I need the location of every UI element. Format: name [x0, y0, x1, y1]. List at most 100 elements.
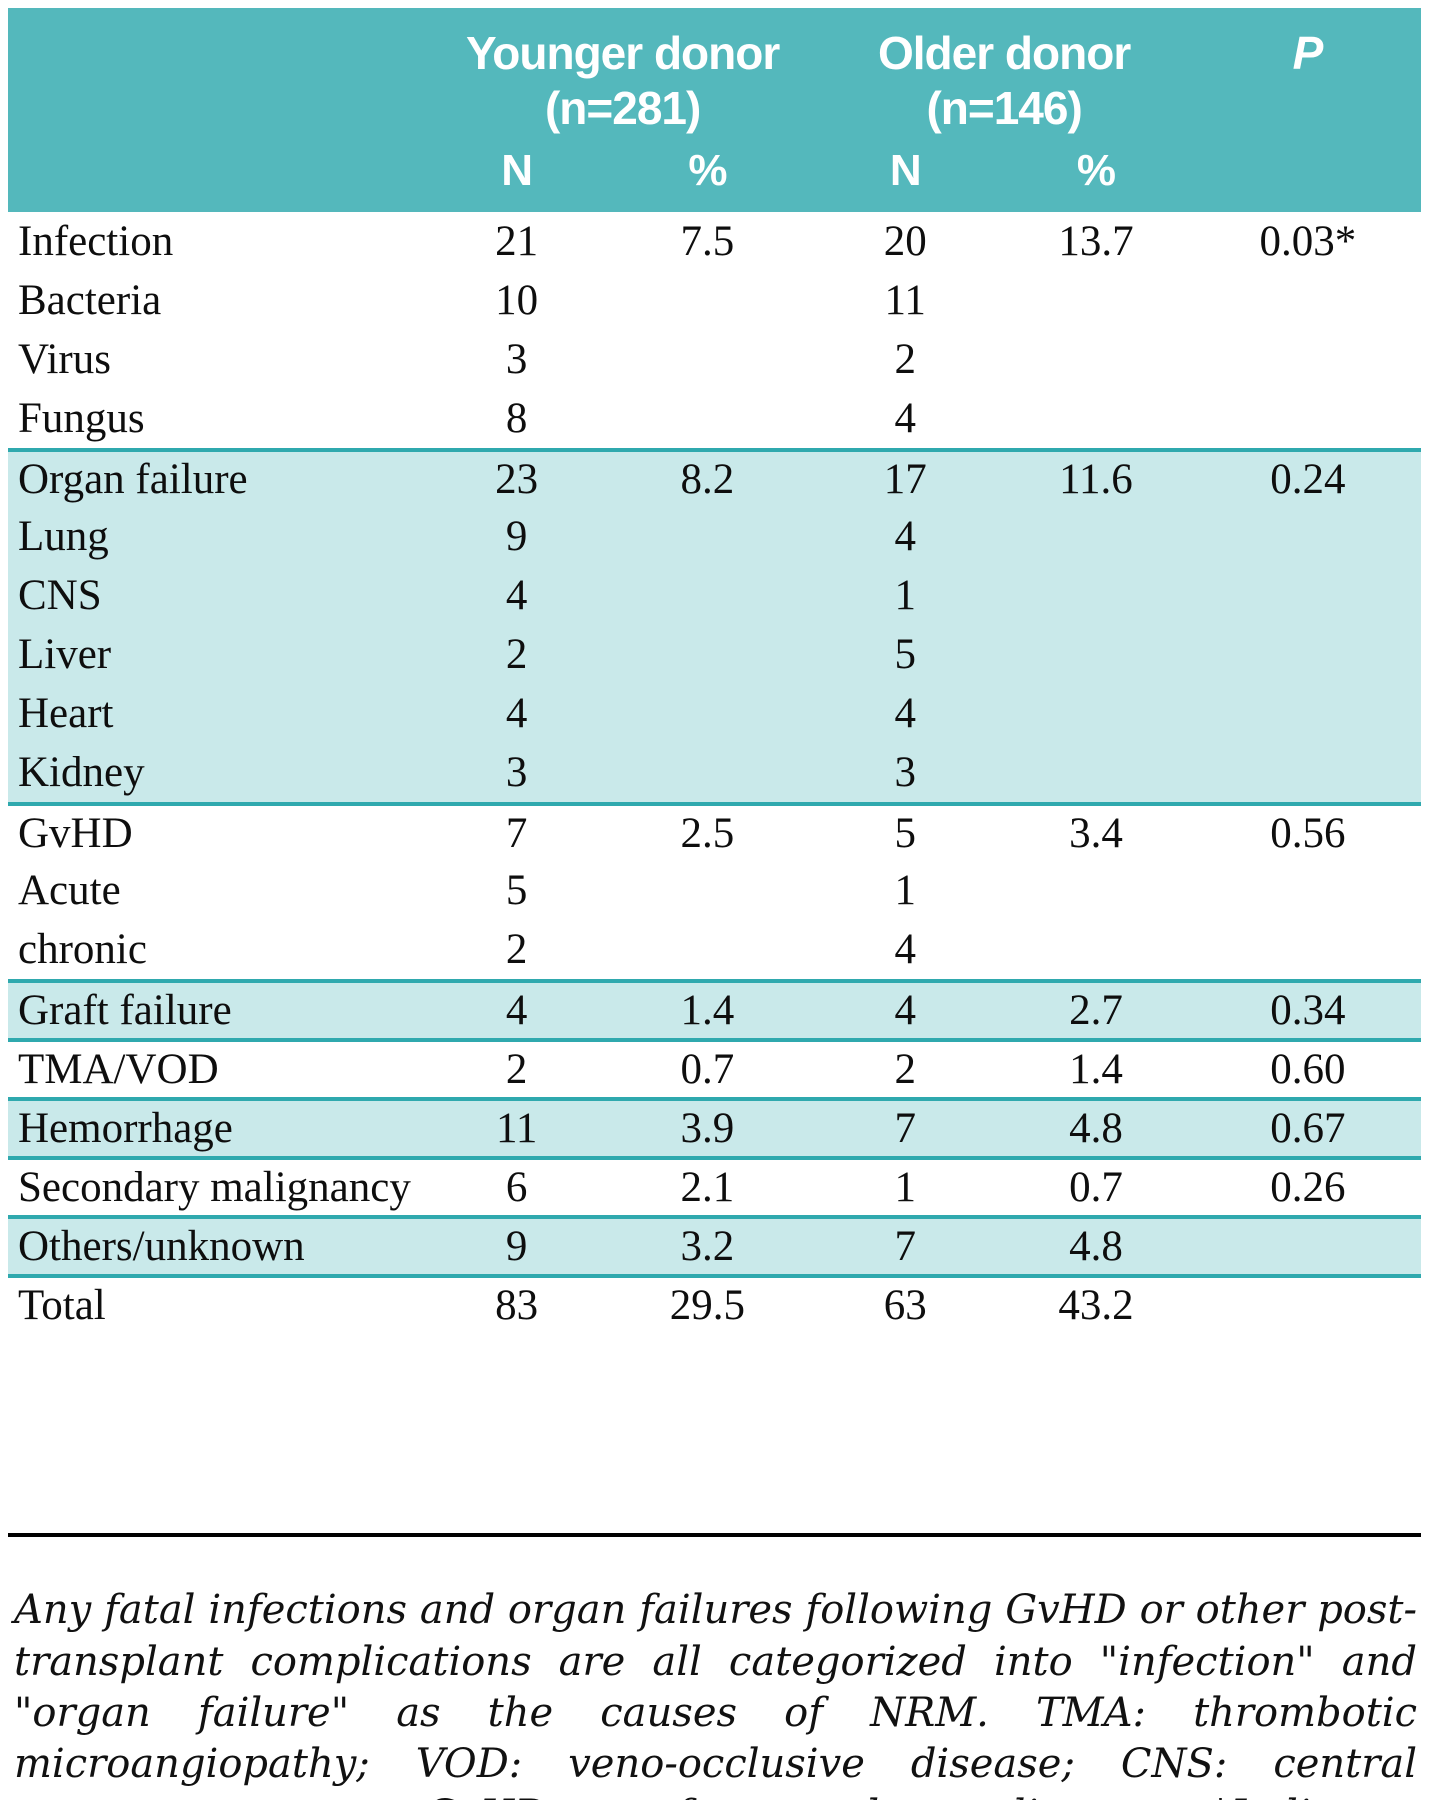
table-row: Others/unknown 9 3.2 7 4.8: [8, 1215, 1421, 1275]
row-value: 17: [883, 456, 927, 504]
older-donor-n: (n=146): [926, 82, 1082, 135]
row-value: 4: [894, 926, 916, 974]
row-value: 0.7: [680, 1046, 735, 1094]
row-value: 3.9: [680, 1105, 735, 1153]
p-col-spacer: [1195, 146, 1421, 196]
row-value: 1: [894, 1164, 916, 1212]
table-row: Infection 21 7.5 20 13.7 0.03*: [8, 212, 1421, 271]
row-value: 5: [894, 631, 916, 679]
row-label: Liver: [18, 631, 112, 679]
row-label: GvHD: [18, 810, 133, 858]
row-label: Hemorrhage: [18, 1105, 233, 1153]
table-row: Kidney 3 3: [8, 743, 1421, 803]
row-value: 2.1: [680, 1164, 735, 1212]
table-row: Liver 2 5: [8, 625, 1421, 685]
row-value: 0.60: [1270, 1046, 1346, 1094]
row-value: 4: [894, 690, 916, 738]
table-row: Bacteria 10 11: [8, 271, 1421, 330]
table-row: chronic 2 4: [8, 920, 1421, 979]
row-value: 3.4: [1069, 810, 1123, 858]
older-pct-col-header: %: [1076, 146, 1116, 196]
younger-donor-n: (n=281): [544, 82, 701, 135]
younger-pct-col-header: %: [688, 146, 727, 196]
row-value: 2: [894, 336, 916, 384]
row-value: 5: [894, 810, 916, 858]
table-row: Fungus 8 4: [8, 389, 1421, 448]
table-row: Acute 5 1: [8, 861, 1421, 920]
row-value: 0.34: [1270, 987, 1346, 1035]
row-value: 8.2: [680, 456, 735, 504]
row-value: 43.2: [1058, 1282, 1134, 1330]
row-label: Secondary malignancy: [18, 1164, 411, 1212]
row-label: TMA/VOD: [18, 1046, 219, 1094]
row-value: 4: [505, 572, 528, 620]
row-value: 1: [894, 867, 916, 915]
row-value: 5: [505, 867, 528, 915]
table-row: CNS 4 1: [8, 566, 1421, 626]
row-value: 7: [894, 1223, 916, 1271]
older-n-col-header: N: [889, 146, 922, 196]
older-donor-header: Older donor (n=146): [813, 26, 1195, 136]
row-value: 0.24: [1270, 456, 1346, 504]
table-row: Hemorrhage 11 3.9 7 4.8 0.67: [8, 1097, 1421, 1157]
row-value: 0.03*: [1259, 218, 1357, 266]
table-row: Heart 4 4: [8, 684, 1421, 744]
row-label: Fungus: [18, 395, 145, 443]
table-row: Organ failure 23 8.2 17 11.6 0.24: [8, 448, 1421, 508]
row-value: 4.8: [1069, 1105, 1123, 1153]
table-header: Younger donor (n=281) Older donor (n=146…: [8, 8, 1421, 213]
row-value: 4: [894, 513, 916, 561]
row-label: Others/unknown: [18, 1223, 305, 1271]
row-value: 11: [495, 1105, 538, 1153]
row-value: 4: [505, 987, 528, 1035]
row-label: Total: [18, 1282, 106, 1330]
older-donor-title: Older donor: [878, 27, 1131, 79]
row-value: 2: [505, 926, 528, 974]
row-label: Infection: [18, 218, 174, 266]
row-value: 0.67: [1270, 1105, 1346, 1153]
row-value: 1.4: [680, 987, 735, 1035]
row-value: 2: [894, 1046, 916, 1094]
row-value: 0.56: [1270, 810, 1346, 858]
row-value: 9: [505, 1223, 528, 1271]
row-value: 83: [495, 1282, 539, 1330]
row-value: 2: [505, 1046, 528, 1094]
row-value: 11: [884, 277, 926, 325]
row-value: 4: [894, 395, 916, 443]
table-footnote: Any fatal infections and organ failures …: [14, 1587, 1417, 1800]
row-label: CNS: [18, 572, 102, 620]
row-label: Bacteria: [18, 277, 162, 325]
row-value: 7: [894, 1105, 916, 1153]
row-value: 0.26: [1270, 1164, 1346, 1212]
row-value: 63: [883, 1282, 927, 1330]
row-label: Acute: [18, 867, 121, 915]
header-group-row: Younger donor (n=281) Older donor (n=146…: [8, 26, 1421, 136]
row-value: 3.2: [680, 1223, 735, 1271]
row-value: 3: [894, 749, 916, 797]
table-row: Total 83 29.5 63 43.2: [8, 1274, 1421, 1333]
header-label-spacer: [8, 146, 432, 196]
row-value: 23: [495, 456, 539, 504]
row-value: 1.4: [1069, 1046, 1123, 1094]
younger-n-col-header: N: [501, 146, 533, 196]
row-value: 29.5: [669, 1282, 746, 1330]
bottom-rule: [8, 1533, 1421, 1538]
row-value: 8: [505, 395, 528, 443]
row-label: Lung: [18, 513, 109, 561]
row-value: 7.5: [680, 218, 735, 266]
row-value: 2.5: [680, 810, 735, 858]
row-value: 7: [505, 810, 528, 858]
row-value: 11.6: [1059, 456, 1133, 504]
table-row: Secondary malignancy 6 2.1 1 0.7 0.26: [8, 1156, 1421, 1215]
row-value: 6: [505, 1164, 528, 1212]
row-label: Graft failure: [18, 987, 232, 1035]
row-label: chronic: [18, 926, 147, 974]
row-label: Heart: [18, 690, 114, 738]
row-value: 2: [505, 631, 528, 679]
row-value: 20: [883, 218, 927, 266]
row-value: 4: [894, 987, 916, 1035]
table-body: Infection 21 7.5 20 13.7 0.03* Bacteria 10 11 Vir…: [8, 212, 1421, 1333]
row-label: Virus: [18, 336, 111, 384]
